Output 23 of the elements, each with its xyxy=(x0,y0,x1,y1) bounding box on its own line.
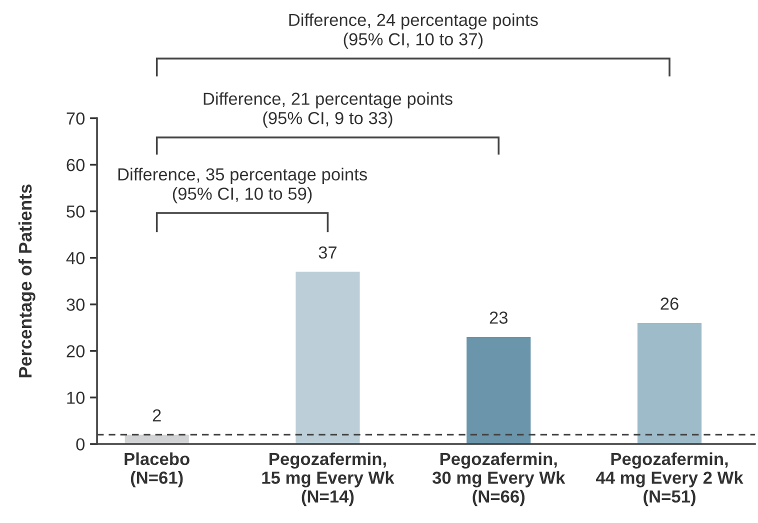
x-tick-label: Pegozafermin, 15 mg Every Wk (N=14) xyxy=(262,452,394,506)
y-tick-label: 60 xyxy=(66,158,85,172)
y-tick-label: 50 xyxy=(66,205,85,218)
y-tick-label: 70 xyxy=(66,112,85,125)
bar xyxy=(637,323,702,444)
y-axis-title: Percentage of Patients xyxy=(18,184,36,378)
bar xyxy=(296,272,360,444)
annotation: Difference, 21 percentage points (95% CI, 9 to 33) xyxy=(204,92,452,128)
data-label: 37 xyxy=(318,246,337,259)
y-tick-label: 20 xyxy=(66,345,85,358)
y-tick-label: 30 xyxy=(66,298,85,311)
x-tick-label: Pegozafermin, 30 mg Every Wk (N=66) xyxy=(432,452,566,506)
bar xyxy=(466,336,531,444)
data-label: 23 xyxy=(490,312,508,324)
x-tick-label: Pegozafermin, 44 mg Every 2 Wk (N=51) xyxy=(596,452,744,506)
annotation: Difference, 35 percentage points (95% CI, 10 to 59) xyxy=(118,168,367,204)
x-tick-label: Placebo (N=61) xyxy=(124,452,190,488)
data-label: 2 xyxy=(152,409,161,422)
y-tick-label: 40 xyxy=(66,252,85,264)
y-tick-label: 0 xyxy=(76,438,85,450)
text: Difference, 24 percentage points (95% CI, 10 to 37) xyxy=(289,13,538,49)
data-label: 26 xyxy=(660,298,678,310)
y-tick-label: 10 xyxy=(67,392,85,404)
